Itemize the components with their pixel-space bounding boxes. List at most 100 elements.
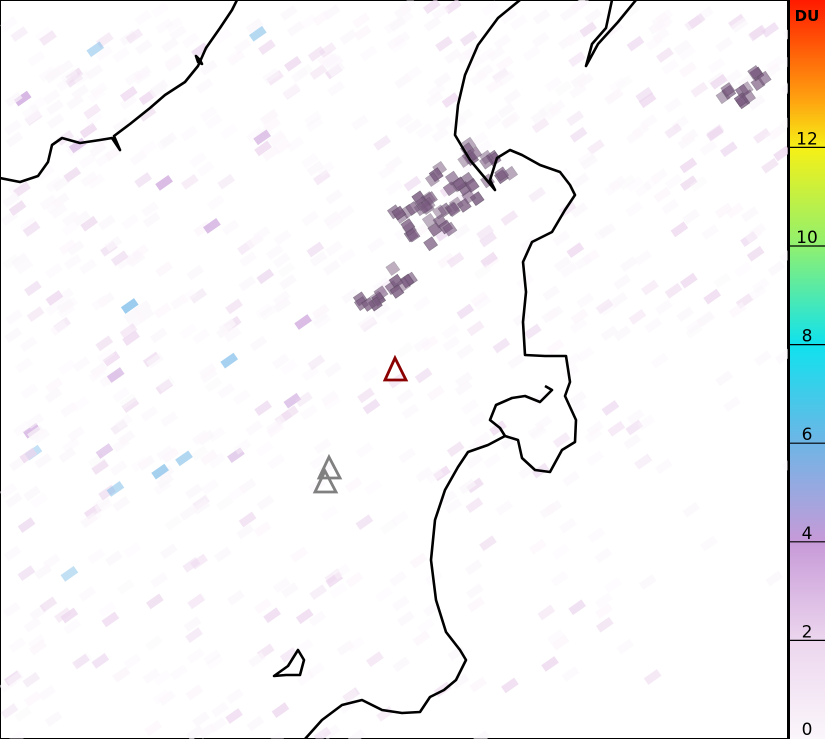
pixel bbox=[134, 172, 152, 188]
pixel bbox=[192, 328, 210, 345]
pixel bbox=[664, 122, 683, 139]
pixel bbox=[190, 553, 208, 570]
pixel bbox=[701, 224, 719, 240]
pixel bbox=[54, 607, 72, 623]
pixel bbox=[584, 427, 603, 444]
pixel bbox=[475, 63, 494, 80]
pixel bbox=[272, 252, 291, 269]
pixel bbox=[355, 514, 374, 531]
pixel bbox=[142, 668, 161, 684]
pixel bbox=[470, 131, 489, 148]
pixel bbox=[165, 16, 183, 33]
pixel bbox=[282, 82, 301, 99]
pixel bbox=[211, 701, 229, 718]
pixel bbox=[2, 601, 21, 618]
pixel bbox=[671, 115, 689, 132]
pixel bbox=[616, 638, 635, 655]
pixel bbox=[539, 502, 558, 519]
colorbar-tick-label: 0 bbox=[802, 720, 813, 739]
pixel bbox=[494, 166, 510, 182]
pixel bbox=[528, 538, 547, 555]
pixel bbox=[547, 629, 565, 645]
pixel bbox=[420, 335, 439, 352]
pixel bbox=[618, 174, 637, 191]
pixel bbox=[136, 307, 155, 324]
pixel bbox=[191, 42, 209, 59]
pixel bbox=[97, 214, 116, 231]
pixel bbox=[273, 229, 292, 246]
pixel bbox=[746, 245, 765, 262]
pixel bbox=[570, 202, 589, 218]
pixel bbox=[442, 335, 461, 352]
pixel bbox=[446, 441, 465, 457]
pixel bbox=[753, 350, 772, 367]
volcano-marker-gray-2[interactable] bbox=[312, 467, 339, 494]
pixel bbox=[164, 56, 183, 72]
pixel bbox=[664, 282, 683, 299]
pixel bbox=[67, 425, 86, 442]
pixel bbox=[472, 730, 490, 739]
pixel bbox=[299, 14, 318, 30]
pixel bbox=[396, 277, 411, 293]
pixel bbox=[568, 599, 587, 616]
pixel bbox=[656, 47, 674, 63]
pixel bbox=[421, 212, 437, 228]
pixel bbox=[122, 330, 140, 346]
pixel bbox=[253, 129, 272, 146]
pixel bbox=[56, 287, 74, 304]
pixel bbox=[531, 117, 550, 134]
pixel bbox=[779, 247, 788, 263]
pixel bbox=[663, 97, 682, 114]
pixel bbox=[140, 405, 159, 422]
pixel bbox=[156, 465, 175, 482]
pixel bbox=[633, 454, 652, 470]
pixel bbox=[689, 175, 708, 192]
pixel bbox=[309, 64, 328, 80]
pixel bbox=[164, 515, 183, 531]
pixel bbox=[653, 186, 672, 203]
pixel bbox=[541, 307, 560, 324]
pixel bbox=[4, 327, 23, 343]
pixel bbox=[554, 80, 573, 97]
pixel bbox=[626, 35, 645, 52]
pixel bbox=[566, 242, 585, 259]
pixel bbox=[26, 413, 44, 429]
pixel bbox=[679, 175, 698, 192]
pixel bbox=[720, 82, 736, 97]
pixel bbox=[34, 452, 53, 469]
pixel bbox=[22, 671, 41, 688]
pixel bbox=[357, 387, 375, 404]
pixel bbox=[17, 517, 36, 533]
pixel bbox=[595, 603, 613, 619]
pixel bbox=[23, 691, 42, 707]
pixel bbox=[347, 728, 366, 739]
pixel bbox=[263, 117, 281, 133]
pixel bbox=[284, 55, 302, 72]
pixel bbox=[425, 172, 440, 187]
pixel bbox=[6, 671, 25, 687]
pixel bbox=[296, 670, 315, 686]
pixel bbox=[220, 123, 239, 140]
pixel bbox=[724, 69, 743, 85]
pixel bbox=[3, 119, 22, 136]
pixel bbox=[325, 240, 343, 257]
pixel bbox=[89, 82, 108, 98]
pixel bbox=[641, 279, 659, 296]
pixel bbox=[10, 26, 29, 42]
pixel bbox=[152, 689, 171, 705]
map-panel bbox=[0, 0, 788, 739]
pixel bbox=[306, 241, 325, 258]
pixel bbox=[664, 173, 683, 190]
pixel bbox=[21, 103, 40, 120]
pixel bbox=[643, 669, 662, 685]
pixel bbox=[227, 589, 245, 606]
pixel bbox=[129, 149, 148, 166]
pixel bbox=[45, 263, 63, 279]
pixel bbox=[66, 240, 85, 256]
pixel bbox=[682, 208, 700, 225]
pixel bbox=[320, 505, 339, 522]
volcano-marker-red[interactable] bbox=[382, 354, 409, 382]
pixel bbox=[779, 114, 788, 130]
pixel bbox=[254, 400, 272, 416]
pixel bbox=[117, 430, 136, 446]
